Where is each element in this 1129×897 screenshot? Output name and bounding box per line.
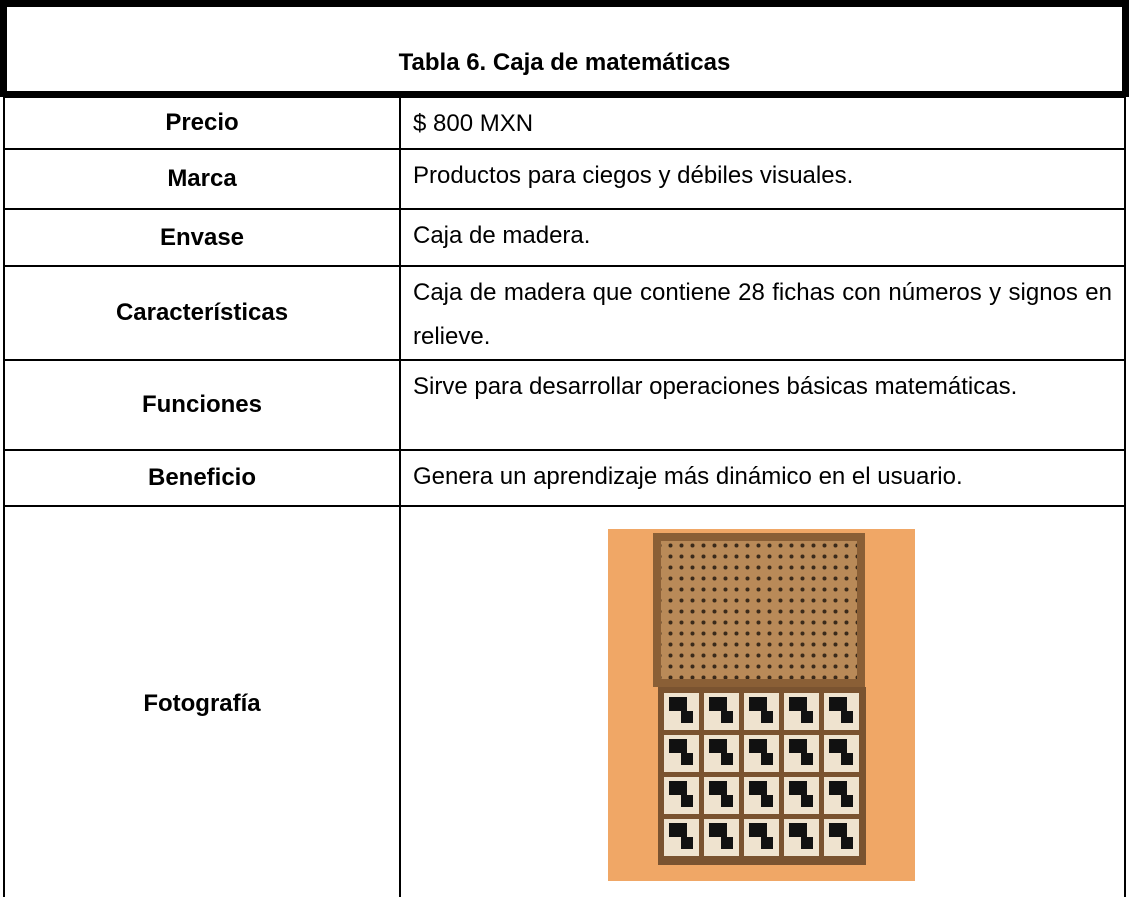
row-label: Precio bbox=[3, 96, 401, 150]
photo-cell bbox=[399, 505, 1126, 897]
token bbox=[709, 697, 727, 711]
token bbox=[829, 697, 847, 711]
row-value: Caja de madera. bbox=[399, 208, 1126, 267]
token bbox=[749, 781, 767, 795]
row-value: Caja de madera que contiene 28 fichas co… bbox=[399, 265, 1126, 361]
token bbox=[709, 739, 727, 753]
token bbox=[681, 837, 693, 849]
row-label: Envase bbox=[3, 208, 401, 267]
row-label: Características bbox=[3, 265, 401, 361]
row-label: Funciones bbox=[3, 359, 401, 451]
token bbox=[841, 753, 853, 765]
token bbox=[669, 823, 687, 837]
token bbox=[789, 781, 807, 795]
table-row: Funciones Sirve para desarrollar operacio… bbox=[3, 359, 1126, 451]
token bbox=[721, 753, 733, 765]
token bbox=[789, 739, 807, 753]
token bbox=[669, 781, 687, 795]
table-row: Características Caja de madera que contie… bbox=[3, 265, 1126, 361]
token bbox=[721, 795, 733, 807]
token bbox=[801, 711, 813, 723]
table-body: Precio $ 800 MXN Marca Productos para ciego… bbox=[3, 96, 1126, 897]
token bbox=[789, 697, 807, 711]
row-value: Genera un aprendizaje más dinámico en el… bbox=[399, 449, 1126, 507]
token bbox=[841, 795, 853, 807]
token bbox=[749, 697, 767, 711]
token bbox=[721, 837, 733, 849]
token bbox=[829, 781, 847, 795]
table-row: Envase Caja de madera. bbox=[3, 208, 1126, 267]
token bbox=[801, 795, 813, 807]
token bbox=[829, 823, 847, 837]
row-value: Productos para ciegos y débiles visuales… bbox=[399, 148, 1126, 210]
row-label: Marca bbox=[3, 148, 401, 210]
token bbox=[829, 739, 847, 753]
table-row: Fotografía bbox=[3, 505, 1126, 897]
row-value: Sirve para desarrollar operaciones básic… bbox=[399, 359, 1126, 451]
row-label: Beneficio bbox=[3, 449, 401, 507]
token bbox=[749, 823, 767, 837]
token bbox=[761, 795, 773, 807]
lid-holes bbox=[661, 541, 857, 679]
spec-table: Precio $ 800 MXN Marca Productos para ciego… bbox=[3, 96, 1126, 897]
row-value: $ 800 MXN bbox=[399, 96, 1126, 150]
token bbox=[761, 753, 773, 765]
token bbox=[681, 711, 693, 723]
row-label: Fotografía bbox=[3, 505, 401, 897]
token bbox=[841, 837, 853, 849]
table-row: Marca Productos para ciegos y débiles vis… bbox=[3, 148, 1126, 210]
token bbox=[801, 837, 813, 849]
token bbox=[709, 823, 727, 837]
token bbox=[749, 739, 767, 753]
token bbox=[801, 753, 813, 765]
table-row: Beneficio Genera un aprendizaje más dinám… bbox=[3, 449, 1126, 507]
table-row: Precio $ 800 MXN bbox=[3, 96, 1126, 150]
token bbox=[789, 823, 807, 837]
token bbox=[721, 711, 733, 723]
token bbox=[841, 711, 853, 723]
table-title: Tabla 6. Caja de matemáticas bbox=[0, 0, 1129, 97]
token bbox=[669, 739, 687, 753]
token bbox=[681, 753, 693, 765]
token bbox=[709, 781, 727, 795]
token bbox=[761, 711, 773, 723]
photo bbox=[608, 529, 915, 881]
token bbox=[681, 795, 693, 807]
token bbox=[669, 697, 687, 711]
token bbox=[761, 837, 773, 849]
